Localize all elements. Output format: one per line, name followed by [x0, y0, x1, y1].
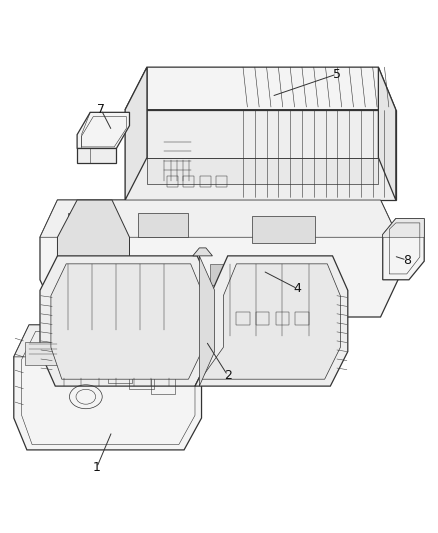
Polygon shape	[25, 342, 60, 365]
Polygon shape	[68, 213, 117, 237]
Text: 5: 5	[333, 68, 341, 80]
Polygon shape	[138, 213, 188, 237]
Polygon shape	[40, 200, 398, 317]
Polygon shape	[40, 200, 398, 237]
Polygon shape	[252, 216, 315, 243]
Polygon shape	[383, 219, 424, 237]
Text: 2: 2	[224, 369, 232, 382]
Polygon shape	[57, 200, 130, 309]
Polygon shape	[201, 264, 340, 379]
Polygon shape	[383, 219, 424, 280]
Polygon shape	[51, 333, 92, 344]
Polygon shape	[51, 264, 204, 379]
Polygon shape	[239, 264, 258, 285]
Polygon shape	[125, 67, 396, 110]
Polygon shape	[125, 110, 396, 200]
Polygon shape	[40, 256, 212, 386]
Polygon shape	[378, 67, 396, 200]
Polygon shape	[125, 67, 147, 200]
Polygon shape	[77, 149, 117, 163]
Polygon shape	[97, 336, 149, 348]
Text: 1: 1	[93, 461, 101, 474]
Polygon shape	[77, 112, 130, 149]
Polygon shape	[199, 256, 215, 386]
Polygon shape	[14, 325, 201, 357]
Polygon shape	[147, 158, 378, 184]
Text: 4: 4	[293, 282, 301, 295]
Text: 8: 8	[403, 254, 411, 266]
Text: 7: 7	[97, 103, 105, 116]
Polygon shape	[193, 248, 212, 256]
Polygon shape	[195, 256, 348, 386]
Polygon shape	[14, 325, 201, 450]
Polygon shape	[210, 264, 230, 285]
